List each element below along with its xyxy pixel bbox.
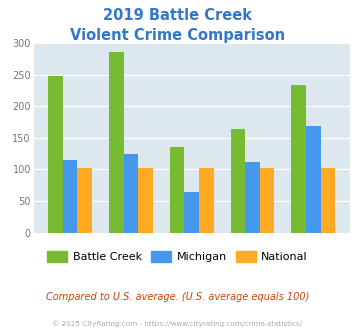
Bar: [184, 191, 199, 233]
Text: 2019 Battle Creek: 2019 Battle Creek: [103, 8, 252, 23]
Text: Violent Crime Comparison: Violent Crime Comparison: [70, 28, 285, 43]
Bar: [48, 76, 63, 233]
Bar: [199, 168, 214, 233]
Bar: [291, 85, 306, 233]
Bar: [124, 154, 138, 233]
Bar: [63, 160, 77, 233]
Text: © 2025 CityRating.com - https://www.cityrating.com/crime-statistics/: © 2025 CityRating.com - https://www.city…: [53, 321, 302, 327]
Bar: [109, 52, 124, 233]
Bar: [260, 168, 274, 233]
Text: Compared to U.S. average. (U.S. average equals 100): Compared to U.S. average. (U.S. average …: [46, 292, 309, 302]
Bar: [306, 126, 321, 233]
Bar: [138, 168, 153, 233]
Bar: [321, 168, 335, 233]
Bar: [231, 129, 245, 233]
Bar: [245, 162, 260, 233]
Bar: [77, 168, 92, 233]
Legend: Battle Creek, Michigan, National: Battle Creek, Michigan, National: [43, 247, 312, 267]
Bar: [170, 147, 184, 233]
